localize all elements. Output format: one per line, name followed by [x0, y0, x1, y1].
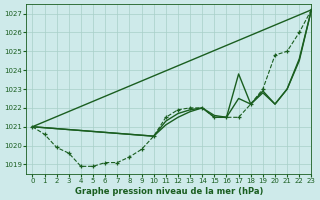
X-axis label: Graphe pression niveau de la mer (hPa): Graphe pression niveau de la mer (hPa) — [75, 187, 263, 196]
